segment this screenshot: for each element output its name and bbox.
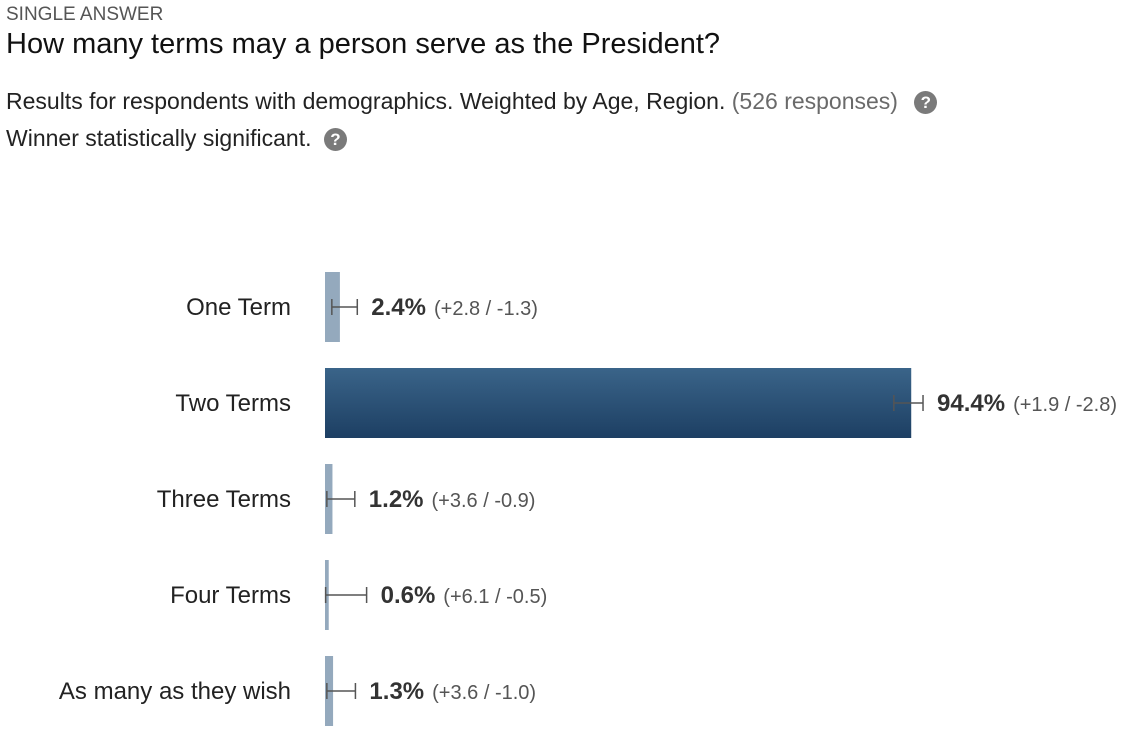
significance-text: Winner statistically significant. bbox=[6, 125, 312, 151]
bar-chart: One Term 2.4% (+2.8 / -1.3) Two Terms 94.4% (… bbox=[59, 272, 1117, 726]
error-range-label: (+6.1 / -0.5) bbox=[443, 586, 547, 608]
category-label: Four Terms bbox=[170, 582, 291, 609]
value-label: 1.2% bbox=[369, 486, 424, 513]
results-meta: Results for respondents with demographic… bbox=[6, 86, 938, 160]
error-range-label: (+2.8 / -1.3) bbox=[434, 298, 538, 320]
question-type: SINGLE ANSWER bbox=[6, 4, 164, 25]
value-label: 94.4% bbox=[937, 390, 1005, 417]
results-line: Results for respondents with demographic… bbox=[6, 86, 938, 123]
category-label: Two Terms bbox=[175, 390, 291, 417]
value-label: 0.6% bbox=[381, 582, 436, 609]
question-mark-circle-icon[interactable]: ? bbox=[914, 91, 938, 114]
value-label: 2.4% bbox=[371, 294, 426, 321]
significance-line: Winner statistically significant. ? bbox=[6, 123, 937, 160]
error-range-label: (+1.9 / -2.8) bbox=[1013, 394, 1117, 416]
question-title: How many terms may a person serve as the… bbox=[6, 28, 721, 60]
category-label: One Term bbox=[186, 294, 291, 321]
value-label: 1.3% bbox=[369, 678, 424, 705]
bar bbox=[325, 368, 912, 438]
results-text: Results for respondents with demographic… bbox=[6, 88, 726, 114]
responses-count: (526 responses) bbox=[731, 88, 898, 114]
category-label: As many as they wish bbox=[59, 678, 291, 705]
error-range-label: (+3.6 / -1.0) bbox=[432, 682, 536, 704]
question-mark-circle-icon[interactable]: ? bbox=[323, 128, 347, 151]
error-range-label: (+3.6 / -0.9) bbox=[432, 490, 536, 512]
category-label: Three Terms bbox=[157, 486, 291, 513]
